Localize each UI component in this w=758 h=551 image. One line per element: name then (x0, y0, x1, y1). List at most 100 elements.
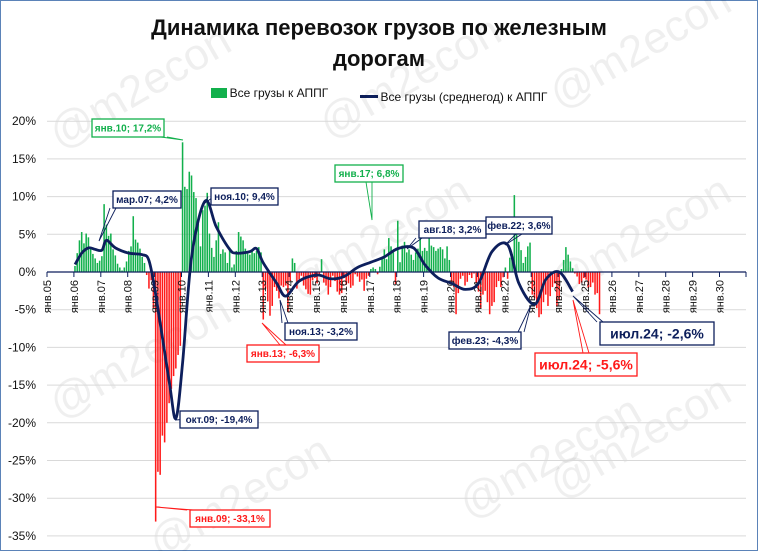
bar (493, 272, 495, 303)
bar (134, 239, 137, 272)
label-leader-line (160, 136, 184, 141)
bar (296, 272, 298, 289)
label-leader-line (406, 237, 423, 250)
watermark-text: @m2econ (311, 6, 510, 149)
bar (587, 272, 590, 288)
bar (426, 250, 428, 272)
bar (535, 272, 538, 309)
bar (148, 272, 150, 289)
bar (217, 222, 220, 272)
bar (96, 262, 99, 272)
label-box (284, 322, 358, 341)
bar (139, 248, 141, 272)
bar (354, 272, 356, 275)
legend-label-line: Все грузы (среднегод) к АППГ (380, 89, 548, 104)
label-text: авг.18; 3,2% (424, 225, 482, 236)
label-text: янв.10; 17,2% (95, 124, 161, 135)
bar (246, 253, 249, 272)
bar (141, 256, 143, 272)
bar (242, 240, 244, 272)
bar (175, 272, 177, 369)
bar (282, 272, 285, 288)
chart-title-line-1: Динамика перевозок грузов по железным (151, 15, 607, 40)
data-label: мар.07; 4,2% (98, 190, 182, 242)
label-box (189, 509, 271, 528)
bar (423, 247, 426, 272)
bar (594, 272, 596, 295)
bar (222, 249, 224, 272)
y-tick-label: -5% (15, 303, 37, 317)
label-text: мар.07; 4,2% (116, 195, 178, 206)
x-tick-label: янв.06 (69, 280, 81, 313)
avg-line (73, 199, 574, 420)
legend-line-swatch-icon (359, 95, 378, 98)
bar (479, 272, 482, 309)
bar (558, 272, 560, 300)
bar (92, 253, 94, 272)
label-leader-line (98, 207, 117, 242)
chart-legend: Все грузы к АППГ Все грузы (среднегод) к… (0, 86, 758, 104)
bar (206, 192, 208, 272)
bar (244, 248, 247, 272)
bar (215, 240, 217, 272)
bar (367, 272, 370, 276)
bar (576, 272, 578, 277)
bar (459, 272, 462, 279)
bar (547, 272, 549, 306)
bar (305, 272, 307, 290)
bar (184, 186, 186, 272)
bar (284, 272, 287, 286)
bar (316, 272, 318, 284)
bar (488, 272, 491, 315)
bar (98, 260, 101, 272)
line-series (73, 199, 574, 420)
bar (318, 272, 321, 275)
bar (482, 272, 484, 295)
bar (379, 266, 381, 272)
bar (455, 272, 457, 315)
bar (224, 252, 226, 272)
bar (172, 272, 175, 377)
x-tick-label: янв.22 (499, 280, 511, 313)
data-labels: янв.10; 17,2% мар.07; 4,2% ноя.10; 9,4% янв… (91, 118, 715, 528)
label-text: янв.13; -6,3% (251, 349, 315, 360)
bar (298, 272, 300, 280)
bar (381, 258, 383, 272)
x-tick-label: янв.08 (123, 280, 135, 313)
bar (598, 272, 601, 315)
bar (89, 247, 92, 272)
bar (515, 219, 518, 272)
bar (370, 268, 372, 272)
bar (128, 250, 130, 272)
bar (264, 272, 267, 289)
bar (446, 246, 448, 272)
y-tick-label: -25% (8, 454, 36, 468)
bar (569, 261, 572, 272)
bar (347, 272, 350, 284)
y-tick-label: -30% (8, 491, 36, 505)
bar (154, 272, 157, 522)
bar (414, 252, 417, 272)
x-tick-label: янв.17 (365, 280, 377, 313)
x-tick-label: янв.10 (177, 280, 189, 313)
bar (181, 142, 184, 272)
bar (157, 272, 159, 472)
bar (186, 189, 188, 272)
bar (361, 272, 363, 280)
bar (166, 272, 168, 423)
y-tick-label: 20% (12, 114, 36, 128)
y-tick-label: 15% (12, 152, 36, 166)
bar (152, 272, 155, 309)
bar (145, 272, 148, 276)
bar (107, 235, 110, 272)
x-tick-label: янв.16 (338, 280, 350, 313)
bar (125, 261, 128, 272)
bar (269, 272, 271, 316)
bar (177, 272, 179, 355)
bar (571, 268, 574, 272)
bar (544, 272, 547, 295)
bar (410, 254, 412, 272)
bar (522, 262, 525, 272)
bar (574, 272, 576, 274)
